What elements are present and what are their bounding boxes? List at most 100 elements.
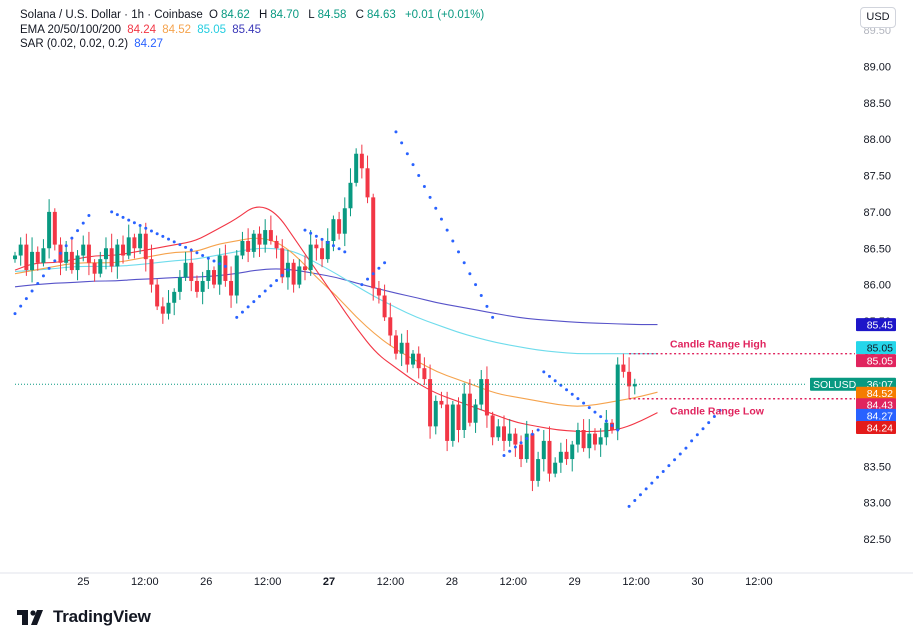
candle [229,266,234,308]
candle-body [592,433,597,445]
high-value: H 84.70 [259,9,302,21]
candle-body [331,219,336,241]
price-tag [856,408,896,422]
sar-dot [468,272,472,276]
sar-dot [383,261,387,265]
candle-body [92,262,97,274]
candle [103,237,108,270]
sar-dot [303,228,307,232]
low-number: 84.58 [317,9,347,21]
sar-dot [684,446,688,450]
candle [268,215,273,245]
annotation-label: Candle Range Low [670,406,765,418]
candle-body [320,248,325,260]
candle [513,428,518,457]
sar-dot [616,428,620,432]
candle [126,224,131,260]
candle [81,235,86,262]
candle-body [251,233,256,252]
candle-body [302,266,307,271]
solusd-label: SOLUSD [813,379,857,391]
candle-body [115,244,120,267]
price-tag [856,341,896,355]
candle-body [439,400,444,405]
candle [41,239,46,267]
candle [450,400,455,447]
candle-body [416,353,421,369]
sar-row[interactable]: SAR (0.02, 0.02, 0.2) 84.27 [20,37,487,52]
sar-dot [701,427,705,431]
sar-dot [513,445,517,449]
candle-body [575,430,580,445]
candle [530,430,535,492]
candle-body [18,244,23,256]
candle [524,420,529,463]
candle-body [126,237,131,256]
sar-dot [593,410,597,414]
time-tick-label: 12:00 [254,576,282,588]
time-tick-label: 30 [691,576,703,588]
sar-dot [172,240,176,244]
candle [234,250,239,304]
sar-dot [650,481,654,485]
sar-dot [582,401,586,405]
candle [35,246,40,271]
candle-body [558,451,563,463]
candle [30,237,35,283]
sar-dot [400,141,404,145]
price-tag [856,354,896,368]
candle [246,228,251,263]
candle-body [359,153,364,169]
ema100-value: 85.05 [197,23,226,36]
sar-value: 84.27 [134,38,164,50]
sar-dot [115,213,119,217]
candle-body [81,244,86,256]
sar-dot [320,237,324,241]
sar-dot [206,256,210,260]
open-value: O 84.62 [209,9,253,21]
candle-body [155,284,160,307]
price-tag [856,386,896,400]
candle-body [411,353,416,365]
tradingview-logo[interactable]: TradingView [17,607,151,627]
candle [189,248,194,292]
candle-body [524,433,529,460]
candle [92,259,97,282]
sar-dot [445,228,449,232]
sar-dot [138,224,142,228]
close-number: 84.63 [366,9,396,21]
close-label: C [355,9,364,21]
chart-legend: Solana / U.S. Dollar · 1h · Coinbase O 84… [20,8,487,52]
sar-dot [127,218,131,222]
sar-dot [326,241,330,245]
candle [570,440,575,472]
candle-body [507,433,512,441]
sar-dot [439,217,443,221]
sar-dot [678,452,682,456]
sar-dot [58,251,62,255]
candle-body [143,233,148,260]
ema-row[interactable]: EMA 20/50/100/200 84.24 84.52 85.05 85.4… [20,23,487,38]
candle [581,419,586,452]
candle-body [530,433,535,481]
candle-body [570,444,575,460]
sar-dot [257,294,261,298]
price-tick-label: 89.00 [863,62,891,74]
currency-button[interactable]: USD [860,7,896,28]
candle-body [621,364,626,372]
candle-body [263,230,268,245]
price-tag [856,398,896,412]
sar-dot [712,414,716,418]
candle-body [479,379,484,405]
sar-dot [633,499,637,503]
price-tag [856,318,896,332]
sar-dot [189,248,193,252]
sar-dot [417,174,421,178]
sar-dot [451,239,455,243]
change-value: +0.01 (+0.01%) [404,9,485,21]
sar-dot [201,254,205,258]
price-tag-label: 84.24 [867,423,893,435]
sar-dot [576,397,580,401]
sar-dot [394,130,398,134]
